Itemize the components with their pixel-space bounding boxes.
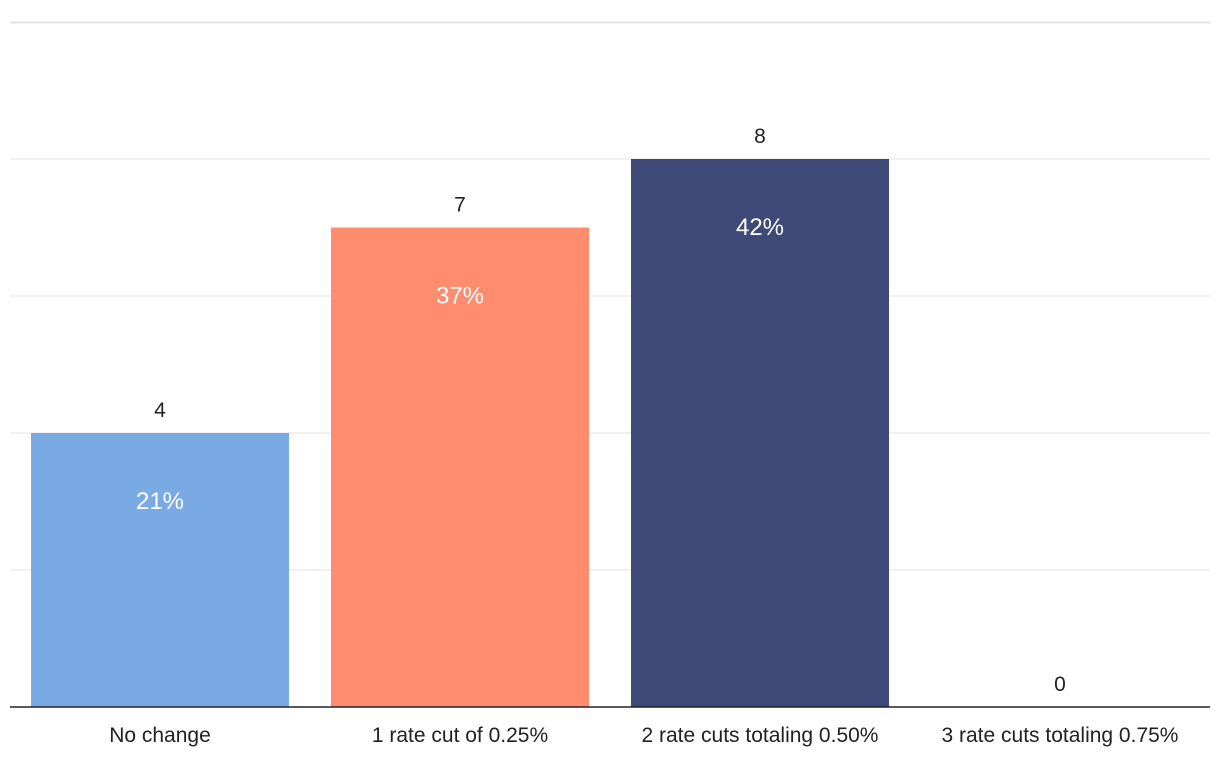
bar-value-label: 4: [154, 399, 166, 422]
value-labels: 4 7 8 0: [154, 125, 1066, 696]
bar-value-label: 8: [754, 125, 766, 148]
x-tick-label: 1 rate cut of 0.25%: [372, 724, 548, 747]
bar-percent-label: 42%: [736, 214, 784, 241]
bars: [31, 159, 889, 707]
bar: [31, 433, 289, 707]
percent-labels: 21% 37% 42%: [136, 214, 784, 515]
bar-percent-label: 37%: [436, 283, 484, 310]
bar: [631, 159, 889, 707]
bar-value-label: 0: [1054, 673, 1066, 696]
x-tick-label: 2 rate cuts totaling 0.50%: [642, 724, 879, 747]
bar-percent-label: 21%: [136, 488, 184, 515]
x-tick-label: No change: [109, 724, 211, 747]
x-axis-category-labels: No change 1 rate cut of 0.25% 2 rate cuts …: [109, 724, 1178, 747]
bar-value-label: 7: [454, 194, 466, 217]
bar: [331, 227, 589, 707]
x-tick-label: 3 rate cuts totaling 0.75%: [942, 724, 1179, 747]
